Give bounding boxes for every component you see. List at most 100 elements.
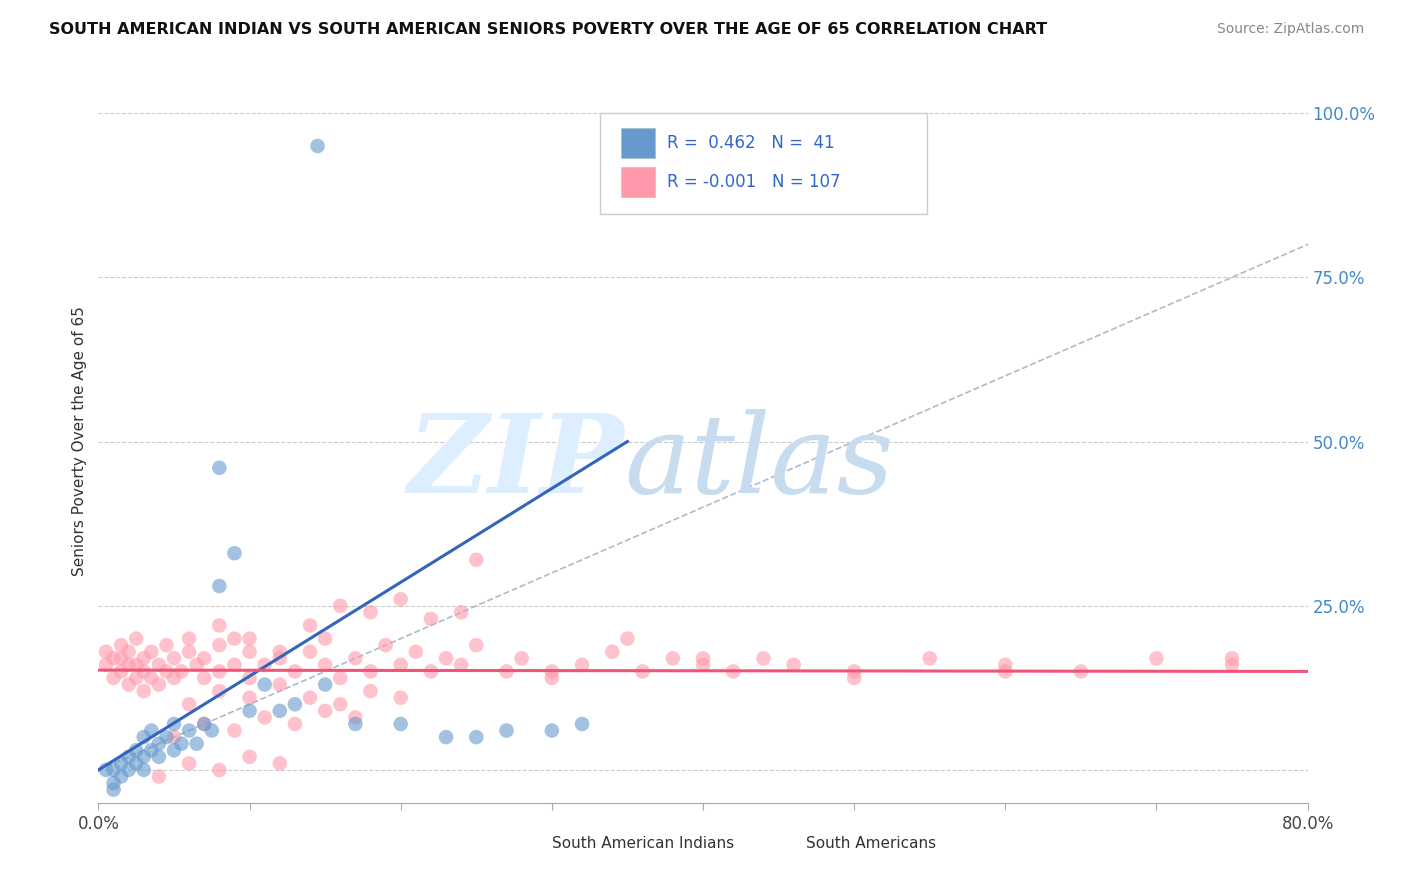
Point — [314, 632, 336, 646]
Point — [110, 756, 132, 771]
Point — [125, 756, 148, 771]
Point — [208, 665, 231, 679]
Point — [103, 671, 125, 685]
Point — [253, 677, 276, 691]
Point — [269, 756, 291, 771]
Point — [540, 723, 562, 738]
Point — [179, 723, 201, 738]
Point — [179, 698, 201, 712]
Point — [132, 684, 155, 698]
Text: South Americans: South Americans — [806, 837, 936, 852]
Point — [224, 546, 246, 560]
Point — [179, 756, 201, 771]
Point — [118, 677, 141, 691]
Point — [389, 592, 412, 607]
Point — [148, 677, 170, 691]
Point — [110, 638, 132, 652]
Point — [314, 677, 336, 691]
Point — [420, 612, 443, 626]
Point — [118, 749, 141, 764]
Point — [269, 677, 291, 691]
Point — [132, 763, 155, 777]
Point — [179, 632, 201, 646]
Point — [389, 690, 412, 705]
Point — [224, 657, 246, 672]
Point — [723, 665, 745, 679]
Point — [208, 684, 231, 698]
Point — [495, 665, 517, 679]
Point — [193, 651, 215, 665]
Y-axis label: Seniors Poverty Over the Age of 65: Seniors Poverty Over the Age of 65 — [72, 307, 87, 576]
Point — [125, 743, 148, 757]
Point — [118, 657, 141, 672]
Point — [193, 671, 215, 685]
Point — [103, 763, 125, 777]
Point — [465, 553, 488, 567]
Point — [994, 665, 1017, 679]
Text: Source: ZipAtlas.com: Source: ZipAtlas.com — [1216, 22, 1364, 37]
Point — [201, 723, 224, 738]
Text: atlas: atlas — [624, 409, 894, 517]
Point — [94, 657, 117, 672]
Point — [374, 638, 396, 652]
Bar — [769, 833, 796, 855]
Point — [329, 671, 352, 685]
Point — [420, 665, 443, 679]
Point — [163, 730, 186, 744]
Point — [94, 645, 117, 659]
Point — [307, 139, 329, 153]
Point — [239, 632, 262, 646]
Point — [1220, 651, 1243, 665]
Point — [752, 651, 775, 665]
Point — [450, 657, 472, 672]
Point — [148, 749, 170, 764]
Point — [193, 717, 215, 731]
Point — [179, 645, 201, 659]
Point — [269, 645, 291, 659]
Point — [783, 657, 806, 672]
Point — [434, 651, 457, 665]
Point — [360, 684, 382, 698]
Point — [186, 657, 208, 672]
Point — [224, 723, 246, 738]
Point — [163, 651, 186, 665]
Point — [110, 651, 132, 665]
Point — [208, 763, 231, 777]
Point — [141, 743, 163, 757]
Point — [148, 737, 170, 751]
Point — [239, 704, 262, 718]
Bar — [516, 833, 543, 855]
Point — [94, 763, 117, 777]
Point — [616, 632, 638, 646]
Point — [132, 665, 155, 679]
Text: R = -0.001   N = 107: R = -0.001 N = 107 — [666, 173, 841, 191]
Point — [125, 657, 148, 672]
Point — [360, 665, 382, 679]
Point — [208, 638, 231, 652]
Point — [571, 717, 593, 731]
Point — [155, 665, 177, 679]
Point — [1070, 665, 1092, 679]
Point — [239, 671, 262, 685]
Point — [208, 618, 231, 632]
Point — [239, 749, 262, 764]
Point — [661, 651, 683, 665]
Point — [132, 749, 155, 764]
Bar — [621, 167, 655, 197]
Point — [103, 782, 125, 797]
Point — [602, 645, 624, 659]
Bar — [621, 128, 655, 158]
Point — [540, 671, 562, 685]
Point — [110, 665, 132, 679]
Point — [1144, 651, 1167, 665]
Point — [692, 651, 714, 665]
Point — [170, 665, 193, 679]
Point — [344, 710, 367, 724]
Point — [284, 665, 307, 679]
Point — [314, 704, 336, 718]
Point — [224, 632, 246, 646]
Point — [148, 770, 170, 784]
Point — [844, 671, 866, 685]
Point — [540, 665, 562, 679]
Point — [329, 599, 352, 613]
